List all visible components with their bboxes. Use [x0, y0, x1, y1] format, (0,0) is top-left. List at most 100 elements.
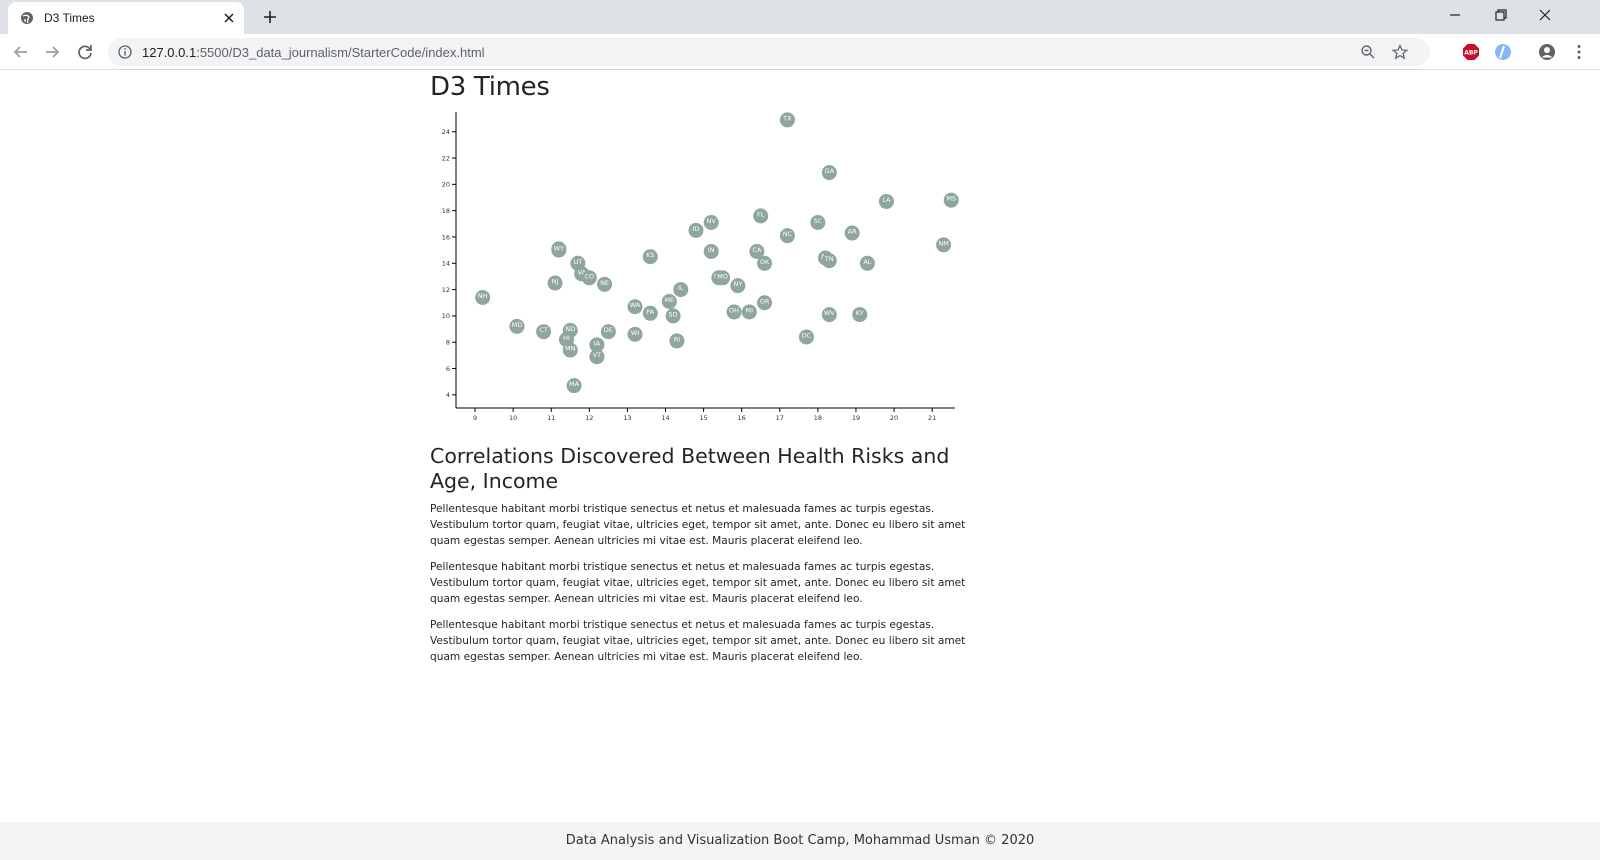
y-tick-label: 12 — [442, 286, 450, 294]
state-circle — [581, 270, 597, 286]
state-circle — [779, 112, 795, 128]
more-icon[interactable] — [1570, 43, 1588, 61]
state-label: DC — [802, 331, 812, 339]
browser-toolbar: 127.0.0.1:5500/D3_data_journalism/Starte… — [0, 34, 1600, 70]
state-point-de: DE — [600, 324, 616, 340]
state-point-ct: CT — [536, 324, 552, 340]
state-label: NM — [938, 239, 948, 247]
state-label: MA — [569, 380, 580, 388]
state-circle — [703, 243, 719, 259]
state-circle — [665, 308, 681, 324]
article-paragraph: Pellentesque habitant morbi tristique se… — [430, 503, 966, 547]
state-circle — [821, 253, 837, 269]
back-arrow-icon[interactable] — [12, 43, 30, 61]
state-circle — [726, 304, 742, 320]
state-point-mi: MI — [741, 304, 757, 320]
state-label: LA — [882, 196, 891, 204]
svg-text:ABP: ABP — [1464, 50, 1478, 57]
state-circle — [753, 208, 769, 224]
state-circle — [475, 289, 491, 305]
y-tick-label: 22 — [442, 154, 450, 162]
reload-icon[interactable] — [76, 43, 94, 61]
y-tick-label: 4 — [446, 391, 450, 399]
forward-arrow-icon[interactable] — [43, 43, 61, 61]
state-circle — [859, 255, 875, 271]
x-axis: 9 10 11 12 13 14 15 16 17 18 19 20 21 — [456, 407, 955, 422]
x-tick-label: 11 — [547, 414, 555, 422]
state-point-nc: NC — [779, 228, 795, 244]
extension-icon[interactable] — [1494, 43, 1512, 61]
y-tick-label: 8 — [446, 339, 450, 347]
state-label: WI — [631, 329, 639, 337]
state-circle — [749, 243, 765, 259]
page-footer: Data Analysis and Visualization Boot Cam… — [0, 822, 1600, 860]
state-label: NE — [600, 279, 609, 287]
state-label: AL — [863, 258, 871, 266]
state-point-ia: IA — [589, 337, 605, 353]
url-host: 127.0.0.1 — [142, 45, 197, 60]
article: Correlations Discovered Between Health R… — [430, 444, 970, 675]
state-circle — [661, 293, 677, 309]
address-bar[interactable]: 127.0.0.1:5500/D3_data_journalism/Starte… — [108, 38, 1430, 66]
state-circle — [589, 337, 605, 353]
state-label: KS — [646, 251, 654, 259]
url-text: 127.0.0.1:5500/D3_data_journalism/Starte… — [142, 45, 485, 60]
state-circle — [688, 222, 704, 238]
state-circle — [821, 165, 837, 181]
state-point-sc: SC — [810, 215, 826, 231]
state-label: VA — [577, 268, 586, 276]
state-label: NC — [783, 230, 793, 238]
state-point-wa: WA — [627, 299, 643, 315]
star-icon[interactable] — [1392, 44, 1408, 60]
zoom-icon[interactable] — [1360, 44, 1376, 60]
close-icon[interactable] — [222, 11, 236, 25]
state-circle — [852, 307, 868, 323]
state-point-ks: KS — [642, 249, 658, 265]
state-point-mn: MN — [562, 342, 578, 358]
window-close-icon[interactable] — [1533, 5, 1557, 25]
state-point-sd: SD — [665, 308, 681, 324]
state-circle — [844, 225, 860, 241]
plus-icon[interactable] — [262, 9, 278, 25]
state-point-ma: MA — [566, 378, 582, 394]
y-tick-label: 14 — [442, 260, 450, 268]
state-point-wi: WI — [627, 326, 643, 342]
state-point-or: OR — [757, 295, 773, 311]
state-circle — [547, 275, 563, 291]
x-tick-label: 10 — [509, 414, 517, 422]
state-point-ny: NY — [730, 278, 746, 294]
profile-icon[interactable] — [1538, 43, 1556, 61]
state-circle — [757, 295, 773, 311]
state-point-id: ID — [688, 222, 704, 238]
data-points: TXGAMSLAFLNVSCIDARNCNMAKWYINCAKSAZTNOKUT… — [475, 112, 959, 394]
state-point-dc: DC — [798, 329, 814, 345]
state-point-ky: KY — [852, 307, 868, 323]
x-tick-label: 9 — [473, 414, 477, 422]
state-label: RI — [674, 335, 681, 343]
state-point-co: CO — [581, 270, 597, 286]
state-label: MD — [512, 321, 523, 329]
state-label: NJ — [552, 278, 559, 286]
adblock-icon[interactable]: ABP — [1462, 43, 1480, 61]
state-circle — [597, 276, 613, 292]
state-circle — [779, 228, 795, 244]
state-label: NV — [707, 217, 717, 225]
state-label: OK — [760, 258, 770, 266]
x-tick-label: 18 — [814, 414, 822, 422]
state-label: ME — [664, 296, 674, 304]
state-circle — [627, 299, 643, 315]
scatter-chart: 9 10 11 12 13 14 15 16 17 18 19 20 21 4 6 8 10 12 14 16 18 2… — [430, 108, 970, 428]
state-point-wy: WY — [551, 242, 567, 258]
state-label: CA — [752, 246, 762, 254]
info-icon[interactable] — [118, 45, 132, 59]
state-label: GA — [825, 167, 835, 175]
restore-icon[interactable] — [1488, 5, 1512, 25]
state-label: MS — [946, 195, 956, 203]
state-label: NY — [733, 280, 742, 288]
x-tick-label: 16 — [738, 414, 746, 422]
state-label: TN — [824, 255, 834, 263]
state-label: PA — [646, 308, 655, 316]
browser-tab[interactable]: D3 Times — [8, 2, 244, 34]
state-label: NH — [478, 292, 488, 300]
minimize-icon[interactable] — [1443, 5, 1467, 25]
